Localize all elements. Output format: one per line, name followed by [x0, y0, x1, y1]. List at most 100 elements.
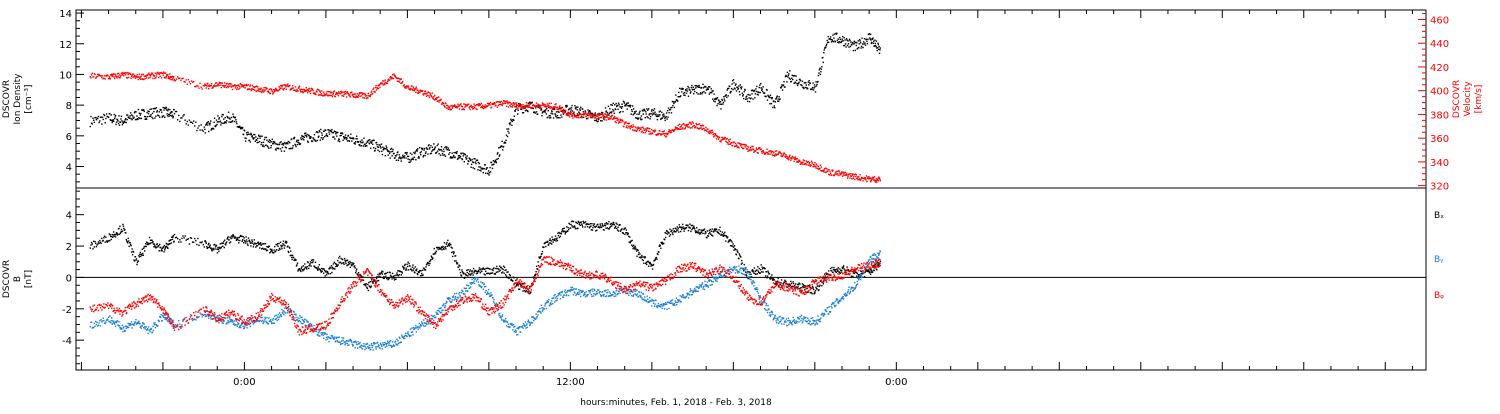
bx-point [551, 243, 552, 244]
density-point [406, 153, 407, 154]
density-point [409, 159, 410, 160]
bx-point [485, 274, 486, 275]
density-point [391, 155, 392, 156]
density-point [687, 90, 688, 91]
density-point [93, 120, 94, 121]
bx-point [358, 272, 359, 273]
bx-point [550, 238, 551, 239]
density-point [827, 36, 828, 37]
velocity-point [648, 133, 649, 134]
velocity-point [246, 84, 247, 85]
velocity-point [422, 90, 423, 91]
density-point [486, 167, 487, 168]
density-point [333, 132, 334, 133]
bx-point [753, 270, 754, 271]
velocity-point [847, 177, 848, 178]
bx-point [875, 264, 876, 265]
density-point [114, 116, 115, 117]
bx-point [616, 228, 617, 229]
bx-point [750, 274, 751, 275]
bx-point [142, 249, 143, 250]
density-point [413, 159, 414, 160]
density-point [369, 143, 370, 144]
bx-point [307, 262, 308, 263]
bx-point [790, 281, 791, 282]
bx-point [274, 246, 275, 247]
velocity-point [522, 104, 523, 105]
density-point [114, 118, 115, 119]
density-point [488, 174, 489, 175]
velocity-point [587, 117, 588, 118]
velocity-point [162, 74, 163, 75]
velocity-point [626, 125, 627, 126]
density-point [409, 162, 410, 163]
bx-point [230, 241, 231, 242]
velocity-point [447, 105, 448, 106]
velocity-point [667, 133, 668, 134]
bx-point [577, 223, 578, 224]
density-point [741, 88, 742, 89]
density-point [833, 37, 834, 38]
density-point [561, 116, 562, 117]
bx-point [642, 256, 643, 257]
bx-point [831, 270, 832, 271]
velocity-point [865, 179, 866, 180]
density-point [173, 109, 174, 110]
density-point [605, 107, 606, 108]
bx-point [309, 263, 310, 264]
velocity-point [860, 180, 861, 181]
density-point [245, 138, 246, 139]
velocity-point [376, 89, 377, 90]
density-point [824, 49, 825, 50]
bx-point [755, 274, 756, 275]
bx-point [469, 271, 470, 272]
bx-point [571, 225, 572, 226]
bx-point [780, 282, 781, 283]
density-point [217, 115, 218, 116]
velocity-point [728, 144, 729, 145]
density-point [351, 140, 352, 141]
density-point [571, 107, 572, 108]
density-point [856, 45, 857, 46]
density-point [759, 84, 760, 85]
bx-point [208, 243, 209, 244]
velocity-point [375, 87, 376, 88]
bx-point [496, 266, 497, 267]
density-point [731, 88, 732, 89]
bx-point [614, 224, 615, 225]
density-point [274, 143, 275, 144]
density-point [728, 88, 729, 89]
density-point [862, 43, 863, 44]
bx-point [163, 251, 164, 252]
bx-point [709, 232, 710, 233]
velocity-point [541, 105, 542, 106]
velocity-point [319, 94, 320, 95]
velocity-point [681, 124, 682, 125]
density-point [692, 89, 693, 90]
density-point [606, 116, 607, 117]
bx-point [319, 264, 320, 265]
velocity-point [682, 127, 683, 128]
density-point [152, 113, 153, 114]
bx-point [214, 248, 215, 249]
velocity-point [251, 90, 252, 91]
bx-point [581, 221, 582, 222]
density-point [448, 154, 449, 155]
density-point [380, 146, 381, 147]
density-point [575, 108, 576, 109]
velocity-point [207, 83, 208, 84]
bx-point [250, 245, 251, 246]
bx-point [690, 227, 691, 228]
density-point [363, 145, 364, 146]
density-point [101, 123, 102, 124]
bx-point [275, 251, 276, 252]
velocity-point [367, 97, 368, 98]
velocity-point [272, 91, 273, 92]
density-point [775, 101, 776, 102]
velocity-point [788, 159, 789, 160]
bx-point [793, 281, 794, 282]
density-point [673, 103, 674, 104]
density-point [668, 107, 669, 108]
bx-point [573, 221, 574, 222]
density-point [672, 105, 673, 106]
